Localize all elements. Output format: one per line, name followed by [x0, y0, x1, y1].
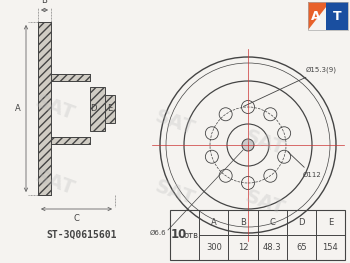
Text: E: E [107, 104, 113, 113]
Text: A: A [15, 104, 21, 113]
Text: SAT: SAT [243, 127, 287, 159]
Text: 154: 154 [323, 243, 338, 252]
Text: C: C [269, 218, 275, 227]
Text: 48.3: 48.3 [263, 243, 281, 252]
Text: E: E [328, 218, 333, 227]
Bar [38, 22, 51, 195]
Text: Ø15.3(9): Ø15.3(9) [243, 67, 337, 107]
Text: SAT: SAT [153, 177, 197, 209]
Text: SAT: SAT [153, 107, 197, 139]
Bar [90, 87, 105, 130]
Text: SAT: SAT [243, 187, 287, 219]
Text: A: A [311, 9, 321, 23]
Bar [105, 94, 115, 123]
Text: D: D [90, 104, 96, 113]
Text: 300: 300 [206, 243, 222, 252]
Text: 65: 65 [296, 243, 307, 252]
Text: B: B [42, 0, 48, 5]
Bar [51, 136, 90, 144]
Circle shape [242, 139, 254, 151]
Bar [326, 2, 348, 30]
Text: ST-3Q0615601: ST-3Q0615601 [47, 230, 117, 240]
Text: Ø112: Ø112 [288, 152, 322, 178]
Bar [308, 2, 348, 30]
Text: 10: 10 [170, 229, 187, 241]
Bar [170, 210, 345, 260]
Text: B: B [240, 218, 246, 227]
Text: SAT: SAT [33, 92, 77, 124]
Polygon shape [308, 2, 330, 30]
Text: A: A [211, 218, 217, 227]
Text: T: T [333, 9, 342, 23]
Bar [51, 73, 90, 80]
Text: SAT: SAT [33, 167, 77, 199]
Text: 12: 12 [238, 243, 248, 252]
Text: C: C [74, 214, 79, 223]
Text: D: D [298, 218, 304, 227]
Text: отв.: отв. [184, 230, 201, 240]
Text: Ø6.6: Ø6.6 [150, 230, 166, 236]
